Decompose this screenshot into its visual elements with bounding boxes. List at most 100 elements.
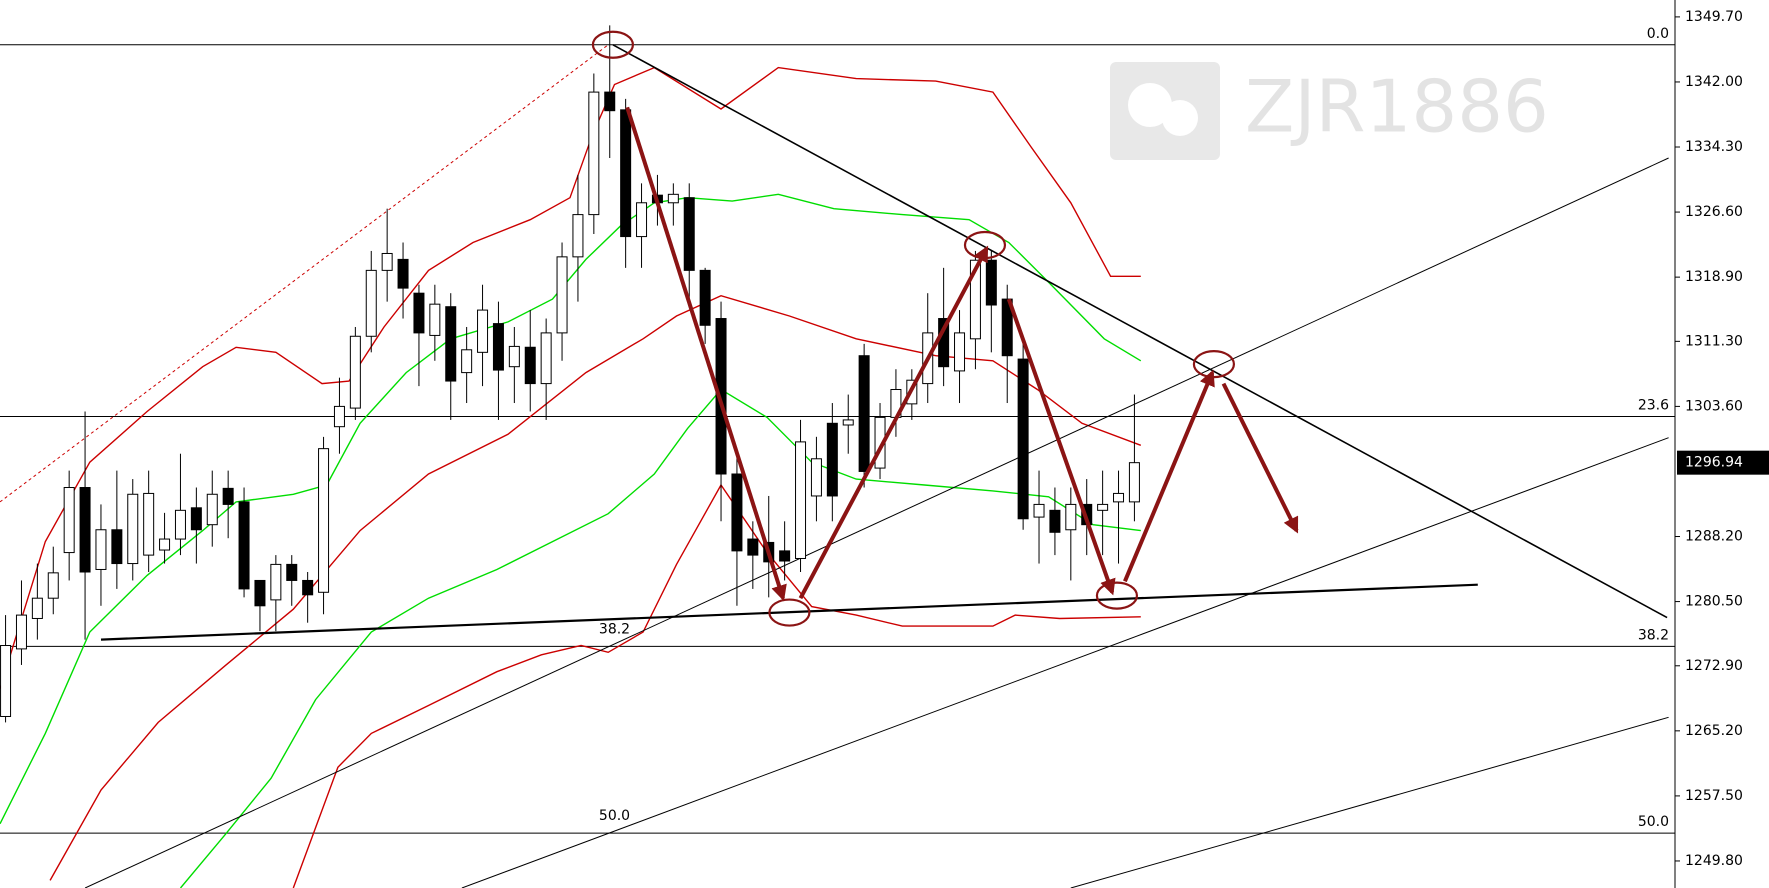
band-line bbox=[292, 483, 1141, 888]
candle-body bbox=[159, 538, 171, 551]
candle-body bbox=[79, 487, 91, 573]
watermark-text: ZJR1886 bbox=[1245, 65, 1549, 149]
y-tick-label: 1288.20 bbox=[1685, 529, 1743, 545]
band-line bbox=[0, 66, 1141, 689]
trend-line bbox=[612, 44, 1668, 619]
candle-body bbox=[397, 258, 409, 289]
candle-body bbox=[143, 492, 155, 556]
candle-body bbox=[731, 473, 743, 552]
candle-body bbox=[683, 197, 695, 271]
candle-body bbox=[620, 109, 632, 238]
candle-body bbox=[715, 318, 727, 475]
trend-line bbox=[100, 583, 1478, 641]
candle-body bbox=[365, 269, 377, 337]
candle-body bbox=[318, 448, 330, 593]
plot-area: 0.0 23.6 38.2 50.0 38.2 50.0 bbox=[0, 25, 1675, 888]
candle-body bbox=[238, 501, 250, 590]
band-line bbox=[49, 294, 1142, 881]
arrow bbox=[1006, 298, 1116, 596]
arrow bbox=[798, 245, 989, 600]
fib-label: 23.6 bbox=[1638, 398, 1669, 414]
candle-body bbox=[492, 323, 504, 371]
candle-body bbox=[190, 507, 202, 531]
watermark-logo-bubble bbox=[1162, 100, 1198, 136]
fib-annotation: 38.2 bbox=[599, 621, 630, 637]
fib-annotation: 50.0 bbox=[599, 808, 630, 824]
candle-body bbox=[254, 579, 266, 607]
candle-body bbox=[477, 309, 489, 353]
candle-body bbox=[636, 202, 648, 238]
candle-body bbox=[1049, 509, 1061, 533]
candle-body bbox=[524, 346, 536, 385]
candle-body bbox=[1017, 358, 1029, 520]
candle-body bbox=[413, 292, 425, 334]
candle-body bbox=[31, 597, 43, 619]
candle-body bbox=[1128, 462, 1140, 503]
candle-body bbox=[1065, 503, 1077, 531]
y-tick-label: 1272.90 bbox=[1685, 658, 1743, 674]
y-tick-label: 1303.60 bbox=[1685, 398, 1743, 414]
candle-body bbox=[1097, 503, 1109, 511]
candle-body bbox=[667, 193, 679, 204]
candle-body bbox=[461, 349, 473, 374]
y-tick-label: 1342.00 bbox=[1685, 74, 1743, 90]
candle-body bbox=[747, 538, 759, 556]
candle-body bbox=[302, 579, 314, 596]
y-tick-label: 1318.90 bbox=[1685, 269, 1743, 285]
candle-body bbox=[349, 335, 361, 409]
arrow bbox=[1123, 369, 1215, 583]
band-line bbox=[0, 193, 1142, 825]
watermark-logo-bubble bbox=[1128, 83, 1172, 127]
candle-body bbox=[222, 487, 234, 505]
last-price-box bbox=[1677, 450, 1769, 475]
candle-body bbox=[842, 419, 854, 426]
watermark-logo bbox=[1110, 62, 1220, 160]
price-axis: 1349.70 1342.00 1334.30 1326.60 1318.90 1311.… bbox=[1675, 9, 1769, 869]
candle-body bbox=[556, 256, 568, 334]
arrow bbox=[1221, 382, 1299, 534]
candle-body bbox=[795, 441, 807, 559]
pivot-circle bbox=[1095, 581, 1139, 610]
candle-body bbox=[174, 509, 186, 540]
pivot-circle bbox=[591, 30, 635, 59]
y-tick-label: 1257.50 bbox=[1685, 788, 1743, 804]
band-line bbox=[179, 388, 1141, 888]
candle-body bbox=[333, 405, 345, 428]
candle-body bbox=[286, 563, 298, 581]
candle-body bbox=[588, 91, 600, 216]
y-tick-label: 1311.30 bbox=[1685, 333, 1743, 349]
candle-body bbox=[826, 422, 838, 497]
trend-line bbox=[461, 437, 1669, 888]
pivot-circle bbox=[1192, 350, 1236, 379]
candle-body bbox=[604, 91, 616, 112]
watermark: ZJR1886 bbox=[1110, 62, 1549, 160]
candle-body bbox=[270, 563, 282, 601]
y-tick-label: 1249.80 bbox=[1685, 853, 1743, 869]
candle-body bbox=[445, 306, 457, 382]
candle-body bbox=[1033, 503, 1045, 518]
fib-label: 38.2 bbox=[1638, 627, 1669, 643]
last-price-label: 1296.94 bbox=[1685, 455, 1743, 471]
pivot-circle bbox=[768, 598, 811, 627]
candle-body bbox=[985, 259, 997, 306]
candle-body bbox=[508, 345, 520, 368]
candle-body bbox=[699, 269, 711, 326]
candle-body bbox=[127, 493, 139, 565]
candle-body bbox=[540, 332, 552, 385]
trend-line bbox=[84, 157, 1669, 888]
candle-body bbox=[429, 303, 441, 336]
trend-line bbox=[0, 44, 609, 503]
candle-body bbox=[0, 645, 12, 717]
candle-body bbox=[1113, 492, 1125, 503]
y-tick-label: 1326.60 bbox=[1685, 204, 1743, 220]
candle-body bbox=[954, 332, 966, 372]
fib-label: 50.0 bbox=[1638, 814, 1669, 830]
candle-body bbox=[47, 572, 59, 599]
y-tick-label: 1280.50 bbox=[1685, 594, 1743, 610]
candle-body bbox=[381, 252, 393, 271]
arrow bbox=[625, 106, 787, 602]
fib-label: 0.0 bbox=[1647, 26, 1669, 42]
candle-body bbox=[810, 458, 822, 497]
candle-body bbox=[1001, 298, 1013, 357]
